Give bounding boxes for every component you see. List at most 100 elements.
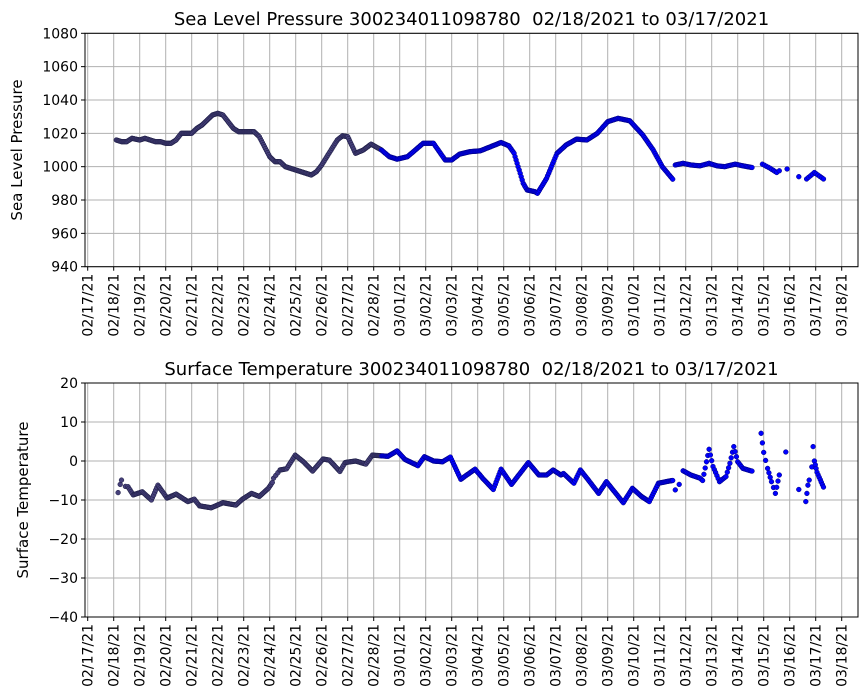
data-point [783, 449, 789, 455]
y-tick-label: 940 [51, 260, 78, 276]
x-tick-label: 02/18/21 [107, 624, 123, 687]
x-tick-label: 03/18/21 [835, 624, 851, 687]
data-point [728, 455, 734, 461]
x-tick-label: 03/09/21 [601, 624, 617, 687]
x-tick-label: 03/17/21 [809, 624, 825, 687]
x-tick-label: 02/26/21 [315, 274, 331, 337]
x-tick-label: 03/11/21 [653, 274, 669, 337]
data-point [766, 470, 772, 476]
data-point [775, 478, 781, 484]
x-tick-label: 03/02/21 [419, 624, 435, 687]
data-point [774, 484, 780, 490]
x-tick-label: 03/04/21 [471, 624, 487, 687]
y-axis-label: Surface Temperature [14, 422, 32, 579]
data-point [776, 168, 782, 174]
data-point [725, 465, 732, 471]
x-tick-label: 02/19/21 [133, 624, 149, 687]
data-point [820, 176, 827, 182]
x-tick-label: 02/17/21 [81, 274, 97, 337]
data-point [761, 449, 767, 456]
data-point [703, 459, 710, 465]
x-tick-label: 02/18/21 [107, 274, 123, 337]
data-point [772, 490, 779, 497]
data-point [727, 460, 733, 466]
data-point [749, 164, 755, 171]
y-tick-label: 1060 [42, 60, 78, 76]
x-tick-label: 02/17/21 [81, 624, 97, 687]
x-tick-label: 03/13/21 [705, 624, 721, 687]
x-tick-label: 03/10/21 [627, 624, 643, 687]
data-point [672, 487, 678, 493]
data-point [702, 465, 708, 471]
x-tick-label: 02/25/21 [289, 274, 305, 337]
x-tick-label: 02/27/21 [341, 274, 357, 337]
data-point [723, 473, 729, 480]
data-point [749, 468, 755, 474]
x-tick-label: 03/05/21 [497, 624, 513, 687]
x-tick-label: 03/16/21 [783, 624, 799, 687]
x-tick-label: 02/20/21 [159, 274, 175, 337]
data-point [762, 457, 769, 464]
x-tick-label: 03/11/21 [653, 624, 669, 687]
data-point [806, 477, 812, 483]
x-tick-label: 03/05/21 [497, 274, 513, 337]
chart-title: Surface Temperature 300234011098780 02/1… [164, 359, 778, 380]
x-tick-label: 03/03/21 [445, 624, 461, 687]
x-tick-label: 02/19/21 [133, 274, 149, 337]
x-tick-label: 02/23/21 [237, 274, 253, 337]
x-tick-label: 03/12/21 [679, 274, 695, 337]
data-point [670, 176, 676, 182]
data-point [776, 472, 782, 478]
data-point [724, 469, 730, 475]
data-point [709, 458, 715, 464]
x-tick-label: 02/23/21 [237, 624, 253, 687]
data-point [764, 465, 771, 472]
data-point [784, 166, 790, 172]
y-tick-label: 960 [51, 226, 78, 242]
x-tick-label: 02/24/21 [263, 624, 279, 687]
chart-surface-temperature: −40 −30 −20 −10 0 10 20 02/17/21 02/18/21 02/19/2… [14, 359, 859, 687]
x-tick-label: 03/06/21 [523, 624, 539, 687]
x-tick-label: 02/21/21 [185, 624, 201, 687]
data-point [118, 477, 125, 483]
x-tick-label: 02/25/21 [289, 624, 305, 687]
x-tick-label: 03/12/21 [679, 624, 695, 687]
x-tick-label: 03/07/21 [549, 274, 565, 337]
x-tick-label: 03/10/21 [627, 274, 643, 337]
data-point [699, 477, 706, 484]
y-axis-label: Sea Level Pressure [8, 79, 26, 220]
chart-title: Sea Level Pressure 300234011098780 02/18… [174, 9, 769, 30]
x-tick-label: 03/07/21 [549, 624, 565, 687]
y-tick-label: 10 [60, 415, 78, 431]
x-tick-label: 03/03/21 [445, 274, 461, 337]
y-tick-label: −30 [48, 571, 78, 587]
data-point [820, 484, 827, 490]
data-point [767, 474, 773, 480]
x-tick-label: 03/09/21 [601, 274, 617, 337]
x-tick-label: 03/14/21 [731, 624, 747, 687]
y-tick-label: 1000 [42, 160, 78, 176]
y-tick-label: −20 [48, 532, 78, 548]
data-point [706, 446, 712, 452]
data-point [796, 174, 802, 180]
y-tick-label: 1080 [42, 26, 78, 42]
x-tick-label: 03/15/21 [757, 624, 773, 687]
x-tick-label: 03/08/21 [575, 274, 591, 337]
chart-sea-level-pressure: 940 960 980 1000 1020 1040 1060 1080 02/17/21 02/… [8, 9, 859, 337]
data-point [732, 448, 738, 455]
x-tick-label: 03/14/21 [731, 274, 747, 337]
data-point [758, 430, 764, 436]
data-point [701, 471, 707, 477]
x-tick-label: 03/17/21 [809, 274, 825, 337]
x-tick-label: 02/27/21 [341, 624, 357, 687]
y-tick-label: −10 [48, 493, 78, 509]
x-tick-label: 03/15/21 [757, 274, 773, 337]
data-point [803, 498, 809, 505]
x-tick-label: 02/28/21 [367, 274, 383, 337]
x-tick-label: 02/22/21 [211, 274, 227, 337]
x-tick-label: 03/13/21 [705, 274, 721, 337]
data-point [796, 486, 802, 493]
data-point [731, 443, 737, 450]
y-tick-label: 1040 [42, 93, 78, 109]
data-point [768, 479, 775, 485]
